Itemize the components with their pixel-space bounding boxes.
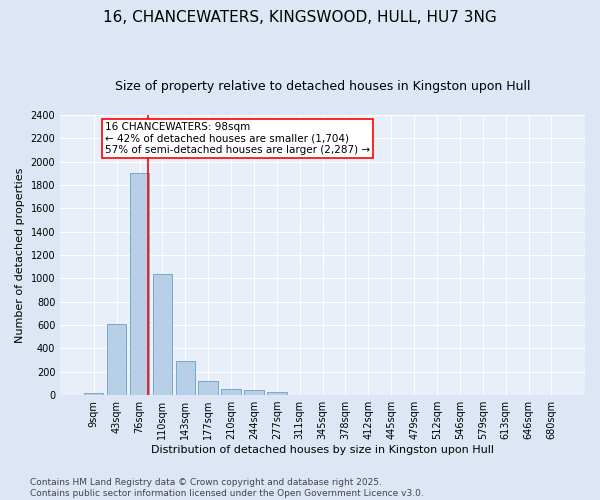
Y-axis label: Number of detached properties: Number of detached properties (15, 168, 25, 342)
X-axis label: Distribution of detached houses by size in Kingston upon Hull: Distribution of detached houses by size … (151, 445, 494, 455)
Text: Contains HM Land Registry data © Crown copyright and database right 2025.
Contai: Contains HM Land Registry data © Crown c… (30, 478, 424, 498)
Title: Size of property relative to detached houses in Kingston upon Hull: Size of property relative to detached ho… (115, 80, 530, 93)
Bar (107, 324, 127, 395)
Bar (130, 174, 149, 395)
Text: 16 CHANCEWATERS: 98sqm
← 42% of detached houses are smaller (1,704)
57% of semi-: 16 CHANCEWATERS: 98sqm ← 42% of detached… (105, 122, 370, 155)
Text: 16, CHANCEWATERS, KINGSWOOD, HULL, HU7 3NG: 16, CHANCEWATERS, KINGSWOOD, HULL, HU7 3… (103, 10, 497, 25)
Bar (152, 274, 172, 395)
Bar (199, 381, 218, 395)
Bar (221, 389, 241, 395)
Bar (244, 390, 263, 395)
Bar (84, 392, 103, 395)
Bar (267, 392, 287, 395)
Bar (176, 360, 195, 395)
